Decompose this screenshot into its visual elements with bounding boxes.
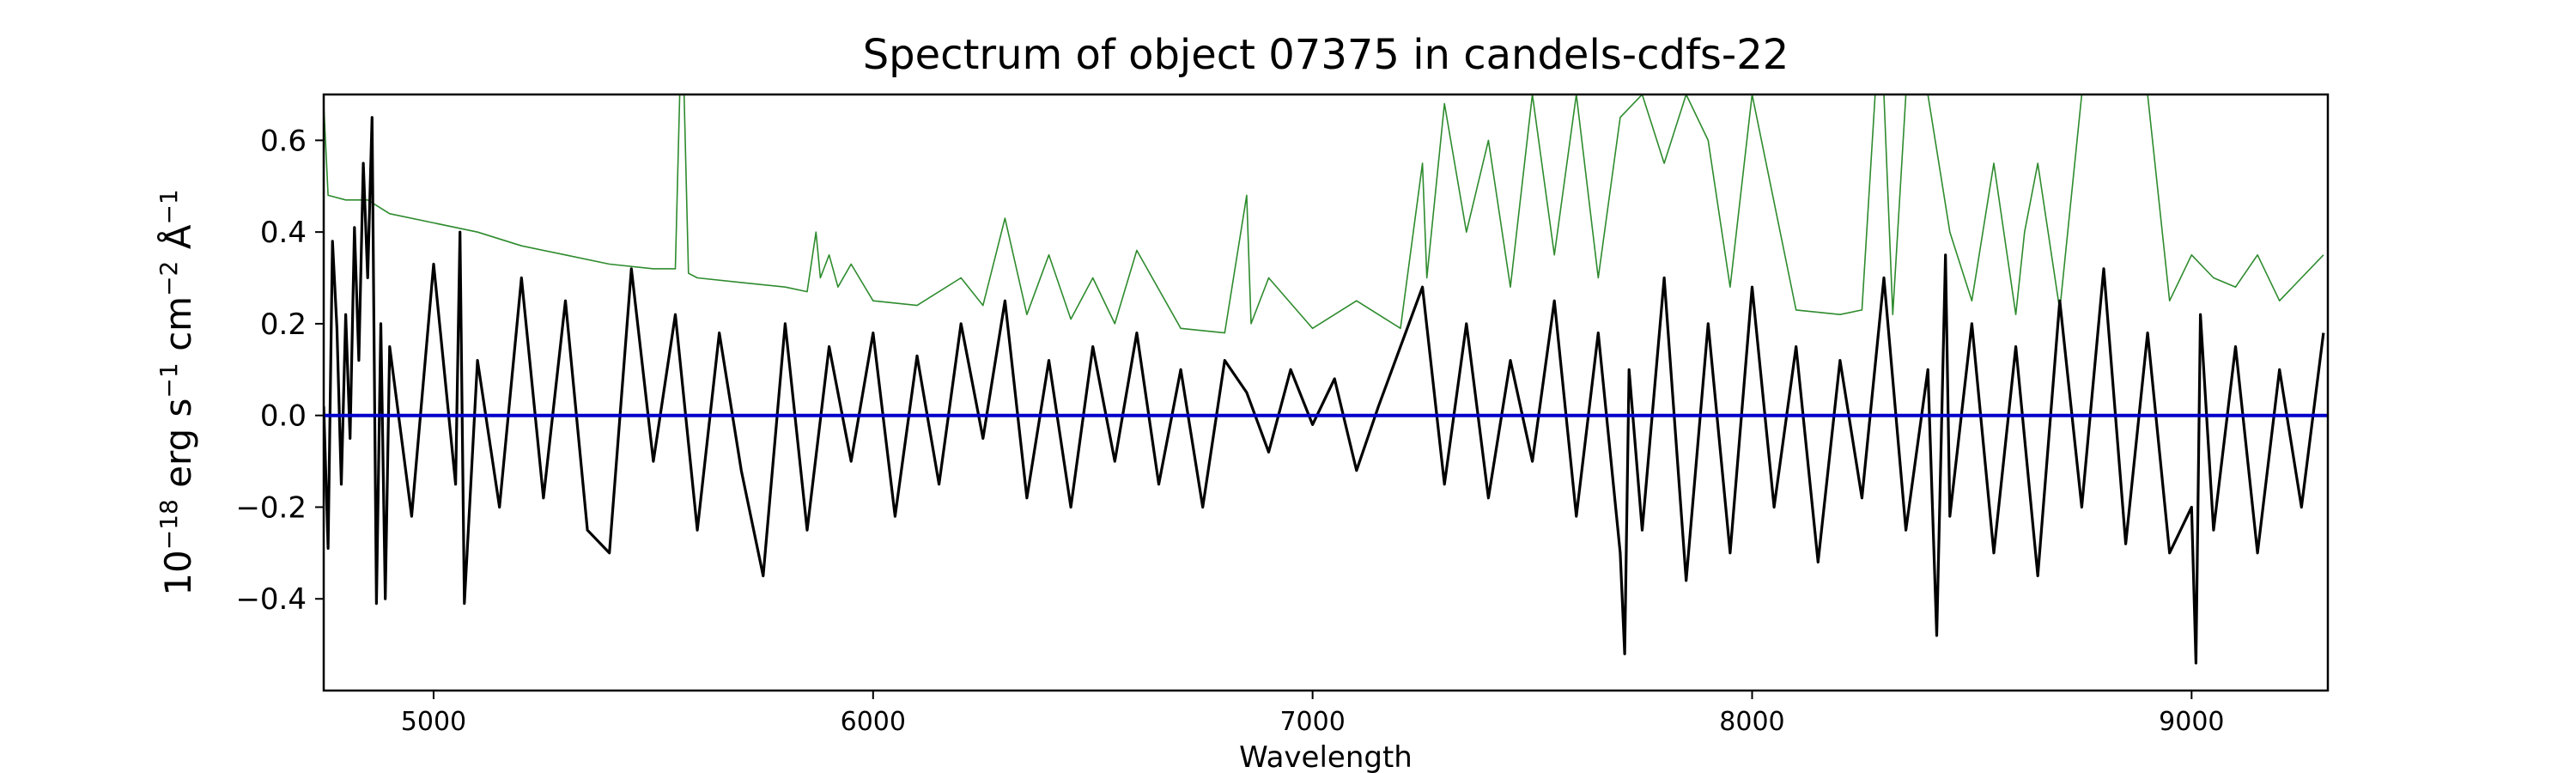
y-axis-label-angstrom: Å <box>156 224 199 260</box>
plot-area <box>322 93 2330 692</box>
y-tick-label: 0.0 <box>260 399 307 434</box>
x-axis-label: Wavelength <box>1239 740 1413 773</box>
plot-frame <box>322 93 2330 692</box>
y-axis-label-base: 10 <box>157 550 199 595</box>
y-tick-label: 0.4 <box>260 216 307 250</box>
x-axis: 5000 6000 7000 8000 9000 <box>401 691 2225 737</box>
x-tick-label: 5000 <box>401 707 466 737</box>
y-axis-label-erg: erg s <box>157 399 199 500</box>
x-tick-label: 8000 <box>1719 707 1784 737</box>
y-axis-label-exp1: −18 <box>155 499 183 550</box>
y-tick-label: 0.2 <box>260 307 307 342</box>
x-tick-label: 7000 <box>1279 707 1345 737</box>
y-axis-label-exp4: −1 <box>155 189 183 224</box>
y-axis-label-exp2: −1 <box>155 362 183 398</box>
y-tick-label: −0.4 <box>235 582 307 617</box>
y-tick-label: 0.6 <box>260 124 307 158</box>
y-tick-label: −0.2 <box>235 490 307 525</box>
x-tick-label: 6000 <box>841 707 906 737</box>
error-series-line <box>324 94 2324 334</box>
series-layer <box>324 94 2328 665</box>
chart-title: Spectrum of object 07375 in candels-cdfs… <box>863 31 1789 79</box>
y-axis-label: 10−18 erg s−1 cm−2 Å−1 <box>155 189 199 595</box>
y-axis-label-cm: cm <box>157 296 199 362</box>
y-axis-label-exp3: −2 <box>155 261 183 296</box>
flux-series-line <box>324 116 2325 665</box>
x-tick-label: 9000 <box>2159 707 2224 737</box>
y-axis: −0.4 −0.2 0.0 0.2 0.4 0.6 <box>235 124 324 617</box>
